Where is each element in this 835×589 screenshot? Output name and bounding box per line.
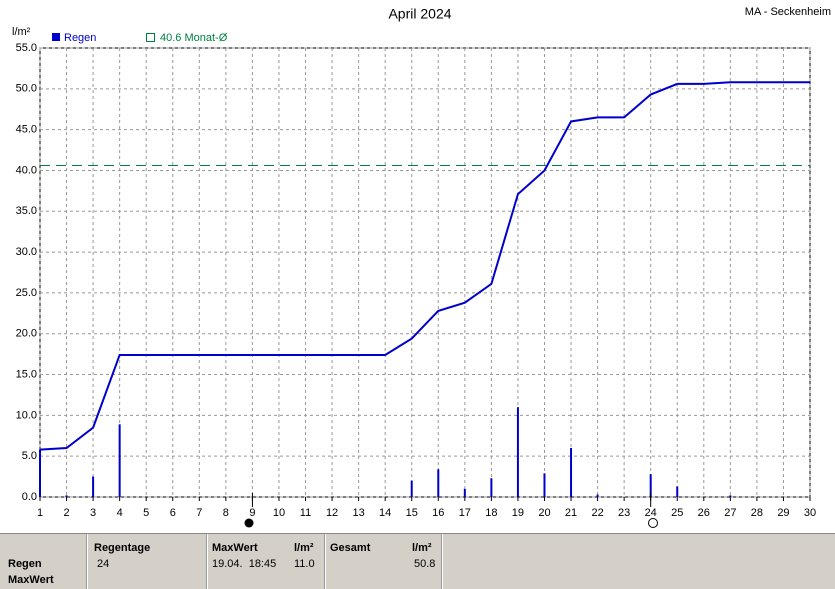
x-tick-label: 18 [485,507,497,519]
bar [463,488,466,497]
legend-label: Monat-Ø [184,32,227,44]
y-tick-label: 25.0 [16,287,37,299]
full-moon-icon [244,518,254,528]
y-tick-label: 40.0 [16,164,37,176]
x-tick-label: 1 [37,507,43,519]
x-tick-label: 27 [724,507,736,519]
row-label: MaxWert [8,574,54,586]
y-axis-label: l/m² [12,26,31,38]
y-tick-label: 30.0 [16,246,37,258]
row-label: Regen [8,558,42,570]
divider [86,534,88,589]
cell: 19.04. 18:45 [212,558,277,570]
new-moon-icon [648,518,658,528]
x-tick-label: 12 [326,507,338,519]
x-tick-label: 29 [777,507,789,519]
legend-label: 40.6 Monat-Ø [160,32,228,44]
plot: 0.0 5.0 10.0 15.0 20.0 25.0 30.0 35.0 40.0 45.0 50… [16,42,817,519]
x-tick-label: 25 [671,507,683,519]
x-tick-label: 20 [538,507,550,519]
y-tick-label: 55.0 [16,42,37,54]
y-tick-label: 35.0 [16,205,37,217]
legend-swatch [146,33,155,42]
divider [206,534,208,589]
x-tick-label: 3 [90,507,96,519]
header-cell: Regentage [94,542,151,554]
x-tick-label: 13 [352,507,364,519]
cumulative-line [39,81,810,451]
cell: 50.8 [414,558,436,570]
x-tick-label: 17 [459,507,471,519]
x-tick-label: 7 [196,507,202,519]
header-cell: Gesamt [330,542,371,554]
x-tick-label: 6 [170,507,176,519]
x-tick-label: 19 [512,507,524,519]
bar [676,486,679,497]
y-tick-label: 50.0 [16,83,37,95]
x-tick-label: 10 [273,507,285,519]
x-tick-label: 2 [63,507,69,519]
cell: 24 [97,558,110,570]
x-tick-label: 16 [432,507,444,519]
header-cell: l/m² [294,542,314,554]
x-tick-label: 24 [645,507,657,519]
legend-label: Regen [64,32,96,44]
y-tick-label: 5.0 [22,450,37,462]
plot-frame [39,47,811,498]
bar [92,476,95,497]
x-tick-label: 9 [249,507,255,519]
cell: 11.0 [294,558,315,570]
bar [543,473,546,497]
legend-swatch [52,33,60,41]
chart: April 2024 MA - Seckenheim l/m² Regen 40… [12,6,831,528]
divider [324,534,326,589]
bar [118,424,121,497]
bar [729,495,732,497]
y-tick-label: 20.0 [16,328,37,340]
x-tick-label: 30 [804,507,816,519]
y-tick-label: 0.0 [22,491,37,503]
bar [649,474,652,497]
x-tick-label: 26 [698,507,710,519]
x-tick-label: 23 [618,507,630,519]
bar [410,480,413,497]
x-tick-label: 5 [143,507,149,519]
bar [596,494,599,497]
x-tick-label: 11 [300,507,311,519]
x-tick-label: 8 [223,507,229,519]
header-cell: l/m² [412,542,432,554]
header-cell: MaxWert [212,542,258,554]
x-tick-label: 22 [591,507,603,519]
y-tick-label: 45.0 [16,124,37,136]
chart-title: April 2024 [388,6,451,22]
bar [39,449,41,497]
y-tick-label: 15.0 [16,368,37,380]
bar [516,407,519,497]
summary-table: Regentage MaxWert l/m² Gesamt l/m² Regen… [0,533,835,589]
x-tick-label: 14 [379,507,391,519]
bar [570,448,573,497]
bar [437,469,440,497]
x-tick-label: 28 [751,507,763,519]
x-tick-label: 21 [565,507,577,519]
chart-subtitle: MA - Seckenheim [745,6,831,18]
bar [490,478,493,497]
divider [441,534,443,589]
x-tick-label: 4 [117,507,123,519]
y-tick-label: 10.0 [16,409,37,421]
bar [65,495,68,497]
legend-value: 40.6 [160,32,181,44]
x-tick-label: 15 [406,507,418,519]
